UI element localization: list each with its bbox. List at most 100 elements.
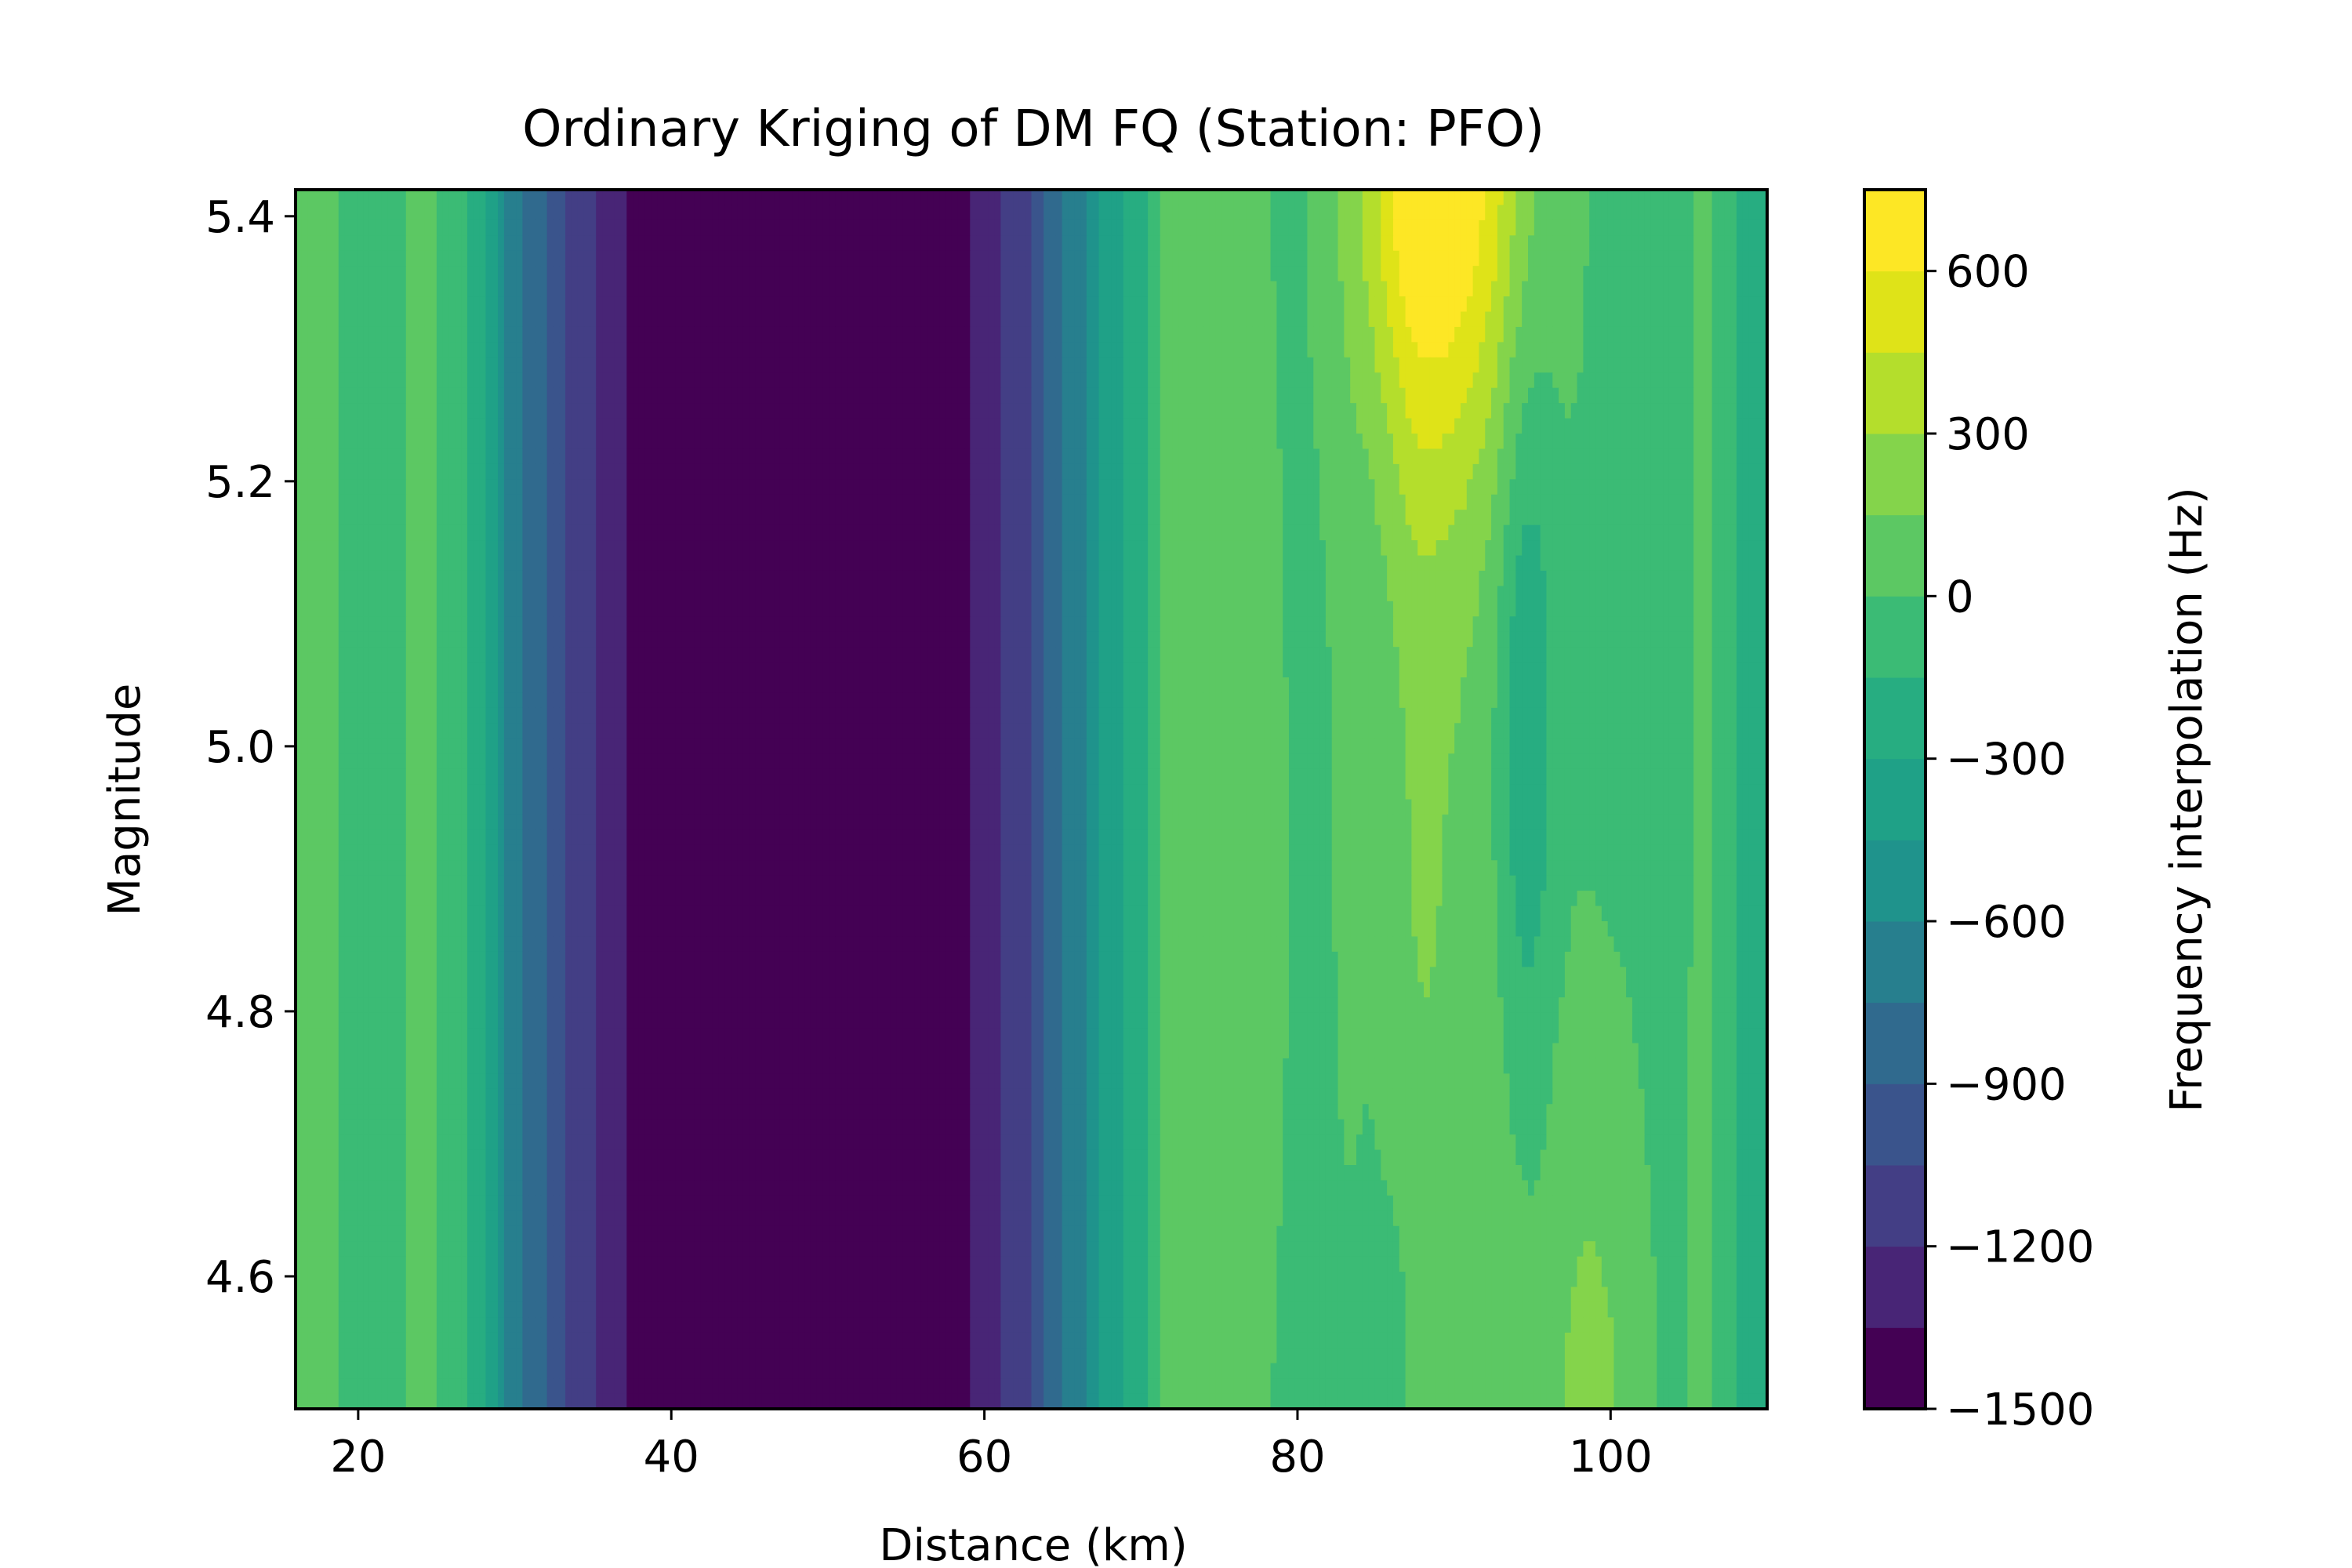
contour-cell [1338,494,1345,510]
contour-cell [1190,342,1198,358]
contour-cell [1185,494,1192,510]
contour-cell [1485,463,1492,480]
contour-cell [1031,372,1038,389]
contour-cell [466,296,474,313]
contour-cell [1454,281,1461,297]
contour-cell [571,342,579,358]
contour-cell [1601,326,1609,343]
contour-cell [553,387,560,404]
contour-cell [1283,479,1290,495]
contour-cell [681,220,689,236]
contour-cell [1153,311,1161,328]
contour-cell [1589,326,1596,343]
contour-cell [418,479,425,495]
contour-cell [933,311,940,328]
contour-cell [1405,326,1412,343]
contour-cell [1196,463,1204,480]
contour-cell [761,296,768,313]
contour-cell [951,342,959,358]
contour-cell [1448,326,1455,343]
contour-cell [424,434,431,450]
contour-cell [1638,372,1646,389]
contour-cell [492,296,499,313]
contour-cell [951,220,959,236]
contour-cell [804,448,811,465]
contour-cell [1203,296,1210,313]
contour-cell [1448,235,1455,252]
contour-cell [1283,296,1290,313]
contour-cell [381,448,388,465]
contour-cell [902,250,909,267]
contour-cell [1675,418,1682,434]
contour-cell [1350,463,1357,480]
contour-cell [1632,448,1639,465]
contour-cell [1123,387,1131,404]
contour-cell [792,220,799,236]
contour-cell [724,463,731,480]
contour-cell [982,220,989,236]
contour-cell [363,235,370,252]
contour-cell [1497,479,1504,495]
contour-cell [914,387,922,404]
contour-cell [1123,479,1131,495]
contour-cell [670,326,677,343]
contour-cell [448,434,456,450]
contour-cell [498,387,505,404]
contour-cell [602,220,609,236]
contour-cell [1748,448,1755,465]
contour-cell [694,434,701,450]
contour-cell [663,434,670,450]
contour-cell [964,494,971,510]
contour-cell [663,342,670,358]
contour-cell [326,250,333,267]
contour-cell [779,372,787,389]
contour-cell [1454,463,1461,480]
contour-cell [1270,434,1277,450]
contour-cell [430,296,437,313]
contour-cell [387,434,394,450]
contour-cell [1007,479,1014,495]
contour-cell [1448,311,1455,328]
contour-cell [994,494,1001,510]
contour-cell [706,326,713,343]
contour-cell [1338,326,1345,343]
contour-cell [350,494,358,510]
contour-cell [1196,281,1204,297]
contour-cell [1564,190,1572,206]
contour-cell [1233,190,1241,206]
contour-cell [1583,311,1590,328]
contour-cell [1448,190,1455,206]
contour-cell [1025,434,1033,450]
contour-cell [1356,494,1363,510]
contour-cell [1730,479,1737,495]
contour-cell [338,342,346,358]
contour-cell [553,372,560,389]
contour-cell [706,281,713,297]
contour-cell [1142,220,1149,236]
contour-cell [1319,190,1327,206]
contour-cell [412,479,419,495]
contour-cell [988,357,996,373]
contour-cell [914,372,922,389]
contour-cell [1442,281,1449,297]
contour-cell [1160,326,1167,343]
contour-cell [1448,372,1455,389]
contour-cell [1718,434,1725,450]
contour-cell [1007,357,1014,373]
contour-cell [872,494,879,510]
contour-cell [1068,235,1075,252]
contour-cell [718,326,726,343]
contour-cell [301,205,309,221]
contour-cell [1123,494,1131,510]
contour-cell [1564,448,1572,465]
contour-cell [1497,281,1504,297]
contour-cell [1258,296,1265,313]
contour-cell [841,418,848,434]
contour-cell [1392,494,1400,510]
contour-cell [1190,281,1198,297]
contour-cell [749,250,757,267]
contour-cell [798,220,805,236]
contour-cell [314,434,321,450]
contour-cell [651,479,659,495]
contour-cell [1356,235,1363,252]
